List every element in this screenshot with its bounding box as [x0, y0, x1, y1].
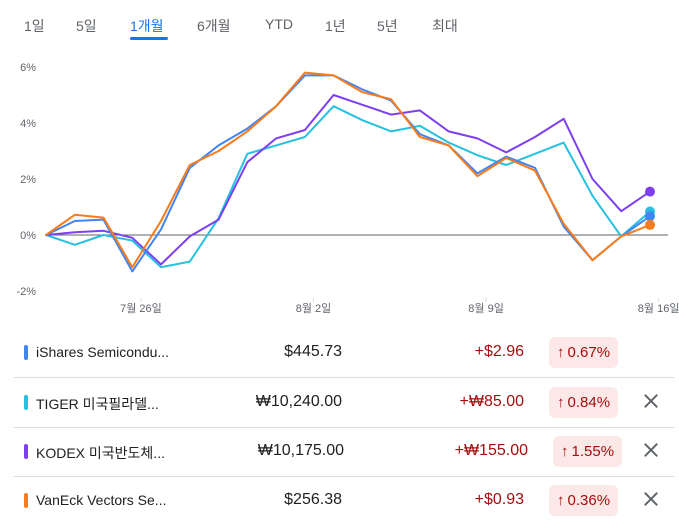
arrow-up-icon: ↑	[557, 492, 565, 509]
remove-comparison-close-icon[interactable]	[640, 488, 662, 510]
security-price: ₩10,175.00	[257, 442, 344, 459]
list-item[interactable]: KODEX 미국반도체... ₩10,175.00 +₩155.00 ↑ 1.55…	[0, 427, 679, 476]
tab-ytd[interactable]: YTD	[265, 16, 293, 32]
remove-comparison-close-icon[interactable]	[640, 439, 662, 461]
y-tick-label: -2%	[16, 286, 36, 298]
tab-5-days[interactable]: 5일	[76, 18, 97, 34]
percent-change-value: 0.36%	[567, 492, 611, 509]
tab-5-years[interactable]: 5년	[377, 18, 398, 34]
list-item[interactable]: iShares Semicondu... $445.73 +$2.96 ↑ 0.6…	[0, 328, 679, 377]
series-endpoint	[645, 186, 655, 197]
security-price: $445.73	[284, 343, 342, 360]
x-tick-label: 8월 16일	[638, 301, 679, 315]
active-tab-indicator	[130, 37, 168, 40]
series-endpoint	[645, 211, 655, 222]
security-price: ₩10,240.00	[255, 393, 342, 410]
percent-change-badge: ↑ 0.67%	[549, 337, 619, 368]
series-color-marker	[24, 395, 28, 410]
list-item[interactable]: TIGER 미국필라델... ₩10,240.00 +₩85.00 ↑ 0.84%	[0, 378, 679, 427]
tab-1-month[interactable]: 1개월	[130, 18, 164, 34]
percent-change-badge: ↑ 0.84%	[549, 387, 619, 418]
y-axis-labels: 6% 4% 2% 0% -2%	[16, 62, 36, 298]
tab-max[interactable]: 최대	[432, 18, 458, 34]
y-tick-label: 0%	[20, 230, 36, 242]
security-name: iShares Semicondu...	[36, 344, 170, 360]
y-tick-label: 4%	[20, 118, 36, 130]
series-line	[45, 71, 651, 269]
tab-1-year[interactable]: 1년	[325, 18, 346, 34]
series-color-marker	[24, 444, 28, 459]
arrow-up-icon: ↑	[561, 443, 569, 460]
percent-change-badge: ↑ 0.36%	[549, 485, 619, 516]
arrow-up-icon: ↑	[557, 394, 565, 411]
remove-comparison-close-icon[interactable]	[640, 390, 662, 412]
list-item[interactable]: VanEck Vectors Se... $256.38 +$0.93 ↑ 0.3…	[0, 476, 679, 523]
tab-6-months[interactable]: 6개월	[197, 18, 231, 34]
price-change: +₩85.00	[459, 393, 524, 410]
time-range-tabs: 1일 5일 1개월 6개월 YTD 1년 5년 최대	[0, 0, 679, 44]
price-change: +$2.96	[474, 343, 524, 360]
price-change: +₩155.00	[454, 442, 528, 459]
percent-change-value: 0.67%	[567, 344, 611, 361]
percent-change-value: 0.84%	[567, 394, 611, 411]
percent-change-value: 1.55%	[571, 443, 615, 460]
row-divider	[14, 377, 674, 378]
security-price: $256.38	[284, 491, 342, 508]
price-change: +$0.93	[474, 491, 524, 508]
security-name: KODEX 미국반도체...	[36, 445, 165, 461]
series-color-marker	[24, 493, 28, 508]
security-name: VanEck Vectors Se...	[36, 492, 167, 508]
x-tick-label: 7월 26일	[120, 301, 162, 315]
arrow-up-icon: ↑	[557, 344, 565, 361]
x-tick-label: 8월 2일	[296, 301, 332, 315]
chart-series	[45, 71, 655, 273]
comparison-line-chart: 6% 4% 2% 0% -2% 7월 26일 8월 2일 8월 9일 8월 16일	[16, 62, 679, 315]
y-tick-label: 6%	[20, 62, 36, 74]
percent-change-badge: ↑ 1.55%	[553, 436, 623, 467]
security-name: TIGER 미국필라델...	[36, 396, 159, 412]
series-line	[45, 94, 651, 266]
row-divider	[14, 427, 674, 428]
row-divider	[14, 476, 674, 477]
x-tick-label: 8월 9일	[468, 301, 504, 315]
series-line	[45, 105, 651, 269]
y-tick-label: 2%	[20, 174, 36, 186]
x-axis-labels: 7월 26일 8월 2일 8월 9일 8월 16일	[120, 298, 679, 315]
series-endpoint	[645, 219, 655, 230]
tab-1-day[interactable]: 1일	[24, 18, 45, 34]
series-color-marker	[24, 345, 28, 360]
